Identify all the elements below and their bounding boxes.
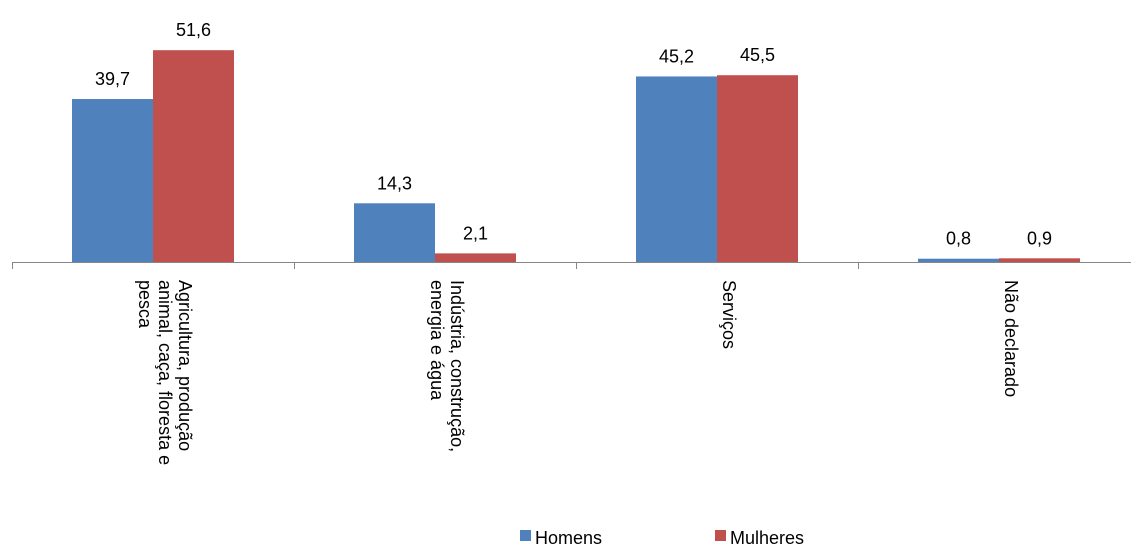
value-label-mulheres-1: 2,1 — [463, 223, 488, 243]
category-label-0-line-1: animal, caça, floresta e — [155, 280, 175, 465]
bar-homens-2 — [636, 76, 717, 262]
legend-swatch-mulheres — [715, 530, 726, 541]
bar-mulheres-0 — [153, 50, 234, 262]
x-axis-ticks — [12, 262, 859, 269]
legend-swatch-homens — [520, 530, 531, 541]
category-label-0-line-0: Agricultura, produção — [175, 280, 195, 451]
bar-homens-1 — [354, 203, 435, 262]
bar-homens-0 — [72, 99, 153, 263]
legend-label-homens: Homens — [535, 528, 602, 547]
bar-mulheres-3 — [999, 258, 1080, 262]
value-label-homens-3: 0,8 — [946, 229, 971, 249]
value-label-mulheres-0: 51,6 — [176, 20, 211, 40]
bars-group — [72, 50, 1080, 263]
value-label-homens-0: 39,7 — [95, 69, 130, 89]
bar-mulheres-1 — [435, 253, 516, 262]
category-label-2-line-0: Serviços — [719, 280, 739, 349]
bar-mulheres-2 — [717, 75, 798, 262]
value-label-mulheres-2: 45,5 — [740, 45, 775, 65]
value-label-homens-2: 45,2 — [659, 46, 694, 66]
legend: Homens Mulheres — [520, 528, 804, 547]
category-label-3-line-0: Não declarado — [1001, 280, 1021, 397]
legend-label-mulheres: Mulheres — [730, 528, 804, 547]
value-label-homens-1: 14,3 — [377, 173, 412, 193]
category-label-1-line-1: energia e água — [427, 280, 447, 401]
category-label-0-line-2: pesca — [135, 280, 155, 329]
category-label-1-line-0: Indústria, construção, — [447, 280, 467, 452]
bar-homens-3 — [918, 258, 999, 262]
value-labels-group: 39,7 14,3 45,2 0,8 51,6 2,1 45,5 0,9 — [95, 20, 1052, 249]
value-label-mulheres-3: 0,9 — [1027, 228, 1052, 248]
